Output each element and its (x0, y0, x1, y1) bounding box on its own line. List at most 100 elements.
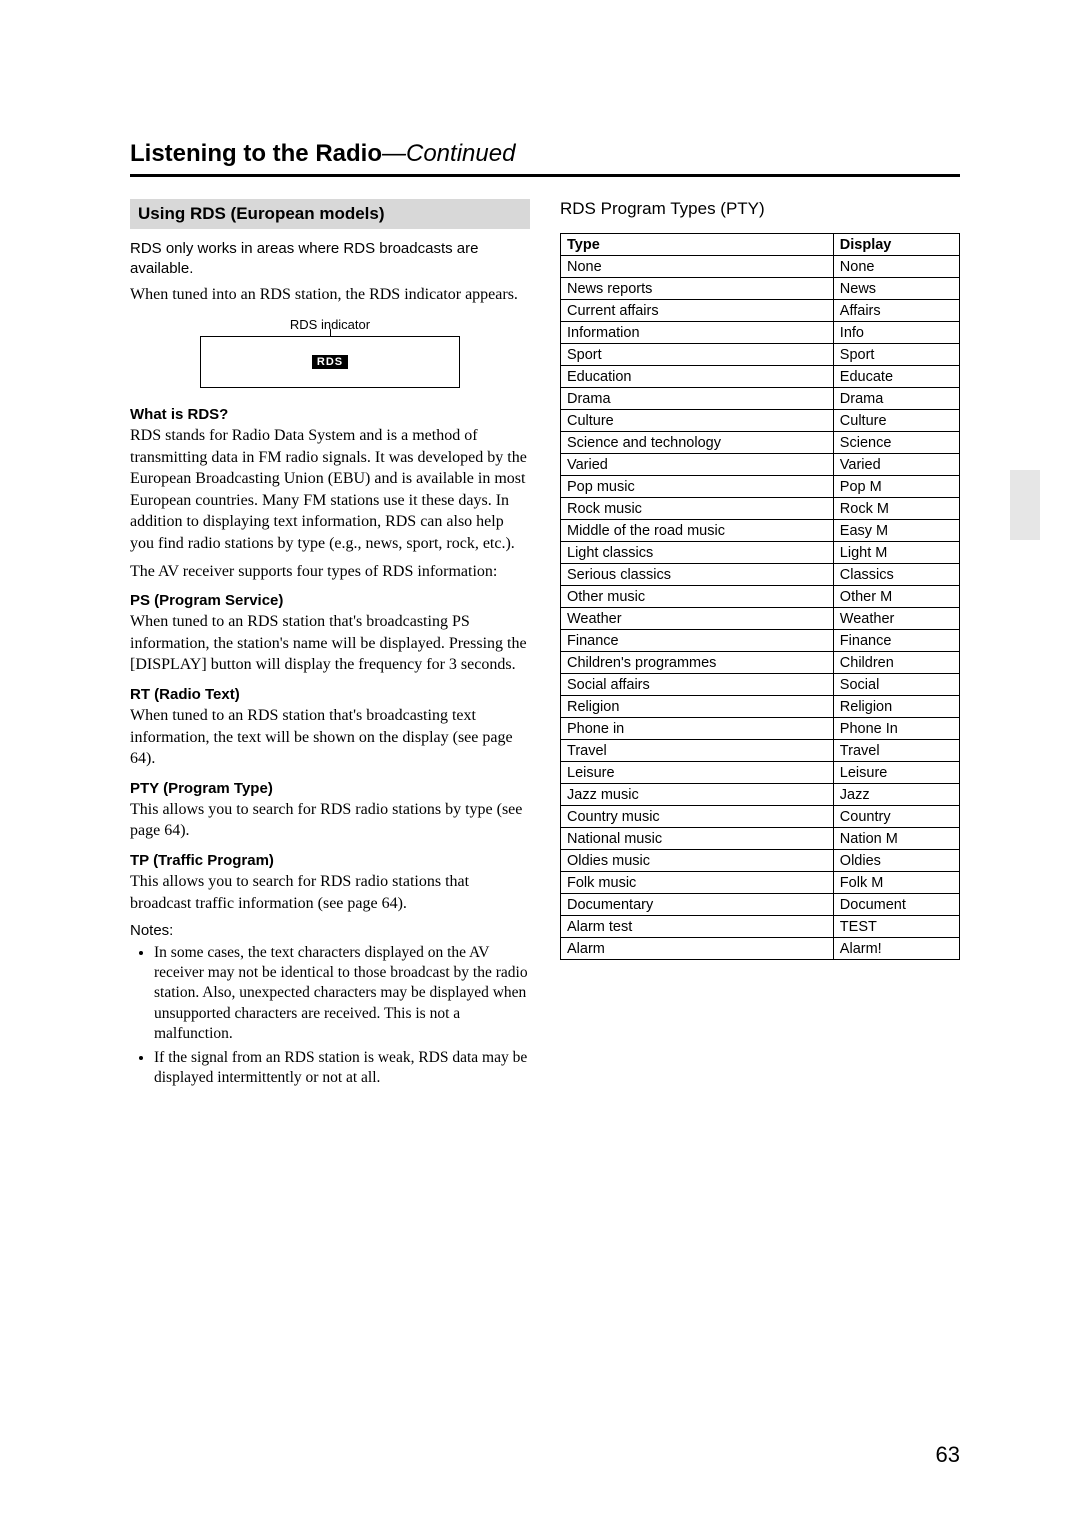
pty-body: This allows you to search for RDS radio … (130, 799, 530, 842)
pty-table: Type Display NoneNoneNews reportsNewsCur… (560, 233, 960, 960)
notes-list: In some cases, the text characters displ… (130, 943, 530, 1088)
table-cell: Finance (561, 630, 834, 652)
table-cell: Culture (561, 410, 834, 432)
table-row: Middle of the road musicEasy M (561, 520, 960, 542)
title-continued: —Continued (382, 140, 515, 167)
table-cell: Sport (561, 344, 834, 366)
table-cell: Nation M (833, 828, 959, 850)
table-cell: News (833, 278, 959, 300)
table-cell: Country (833, 806, 959, 828)
table-cell: Finance (833, 630, 959, 652)
table-row: ReligionReligion (561, 696, 960, 718)
intro-sans: RDS only works in areas where RDS broadc… (130, 239, 530, 280)
table-row: Children's programmesChildren (561, 652, 960, 674)
table-cell: Weather (833, 608, 959, 630)
table-cell: Alarm (561, 938, 834, 960)
table-row: Folk musicFolk M (561, 872, 960, 894)
table-cell: Oldies music (561, 850, 834, 872)
table-cell: Rock music (561, 498, 834, 520)
table-cell: Affairs (833, 300, 959, 322)
table-cell: Country music (561, 806, 834, 828)
table-cell: Information (561, 322, 834, 344)
rt-body: When tuned to an RDS station that's broa… (130, 705, 530, 770)
rds-badge: RDS (312, 355, 348, 369)
table-row: SportSport (561, 344, 960, 366)
page-title: Listening to the Radio—Continued (130, 140, 960, 177)
table-row: Oldies musicOldies (561, 850, 960, 872)
table-row: InformationInfo (561, 322, 960, 344)
table-row: TravelTravel (561, 740, 960, 762)
table-cell: TEST (833, 916, 959, 938)
table-cell: Pop music (561, 476, 834, 498)
left-column: Using RDS (European models) RDS only wor… (130, 199, 530, 1092)
table-cell: Varied (561, 454, 834, 476)
table-cell: None (833, 256, 959, 278)
table-row: DocumentaryDocument (561, 894, 960, 916)
table-cell: Children (833, 652, 959, 674)
notes-label: Notes: (130, 922, 530, 939)
table-cell: Varied (833, 454, 959, 476)
page-number: 63 (936, 1442, 960, 1468)
table-row: CultureCulture (561, 410, 960, 432)
table-cell: Religion (833, 696, 959, 718)
table-cell: News reports (561, 278, 834, 300)
table-row: Country musicCountry (561, 806, 960, 828)
table-cell: Jazz music (561, 784, 834, 806)
table-cell: Middle of the road music (561, 520, 834, 542)
table-row: EducationEducate (561, 366, 960, 388)
table-cell: Easy M (833, 520, 959, 542)
table-cell: Leisure (561, 762, 834, 784)
col-header-display: Display (833, 234, 959, 256)
indicator-tick (330, 329, 331, 337)
what-is-rds-body: RDS stands for Radio Data System and is … (130, 425, 530, 555)
note-item: If the signal from an RDS station is wea… (154, 1048, 530, 1088)
table-cell: Science and technology (561, 432, 834, 454)
table-cell: Folk music (561, 872, 834, 894)
four-types-text: The AV receiver supports four types of R… (130, 561, 530, 583)
table-row: DramaDrama (561, 388, 960, 410)
table-cell: Science (833, 432, 959, 454)
intro-serif: When tuned into an RDS station, the RDS … (130, 284, 530, 306)
table-cell: Drama (561, 388, 834, 410)
table-cell: Social affairs (561, 674, 834, 696)
table-row: Social affairsSocial (561, 674, 960, 696)
table-cell: Travel (833, 740, 959, 762)
table-cell: Phone In (833, 718, 959, 740)
table-row: AlarmAlarm! (561, 938, 960, 960)
table-cell: Alarm test (561, 916, 834, 938)
table-cell: Rock M (833, 498, 959, 520)
table-row: Rock musicRock M (561, 498, 960, 520)
table-cell: Folk M (833, 872, 959, 894)
table-row: VariedVaried (561, 454, 960, 476)
what-is-bold: Radio Data System (232, 427, 356, 444)
table-row: Current affairsAffairs (561, 300, 960, 322)
table-cell: Light M (833, 542, 959, 564)
table-row: Serious classicsClassics (561, 564, 960, 586)
pty-table-heading: RDS Program Types (PTY) (560, 199, 960, 219)
what-is-rest: and is a method of transmitting data in … (130, 427, 527, 552)
table-cell: Oldies (833, 850, 959, 872)
col-header-type: Type (561, 234, 834, 256)
table-cell: Pop M (833, 476, 959, 498)
table-cell: Jazz (833, 784, 959, 806)
table-cell: Info (833, 322, 959, 344)
table-cell: Culture (833, 410, 959, 432)
table-cell: National music (561, 828, 834, 850)
pty-heading: PTY (Program Type) (130, 780, 530, 797)
table-cell: Document (833, 894, 959, 916)
table-cell: Sport (833, 344, 959, 366)
table-cell: Alarm! (833, 938, 959, 960)
display-box: RDS (200, 336, 460, 388)
table-cell: Documentary (561, 894, 834, 916)
table-cell: Social (833, 674, 959, 696)
table-row: Other musicOther M (561, 586, 960, 608)
table-row: Jazz musicJazz (561, 784, 960, 806)
table-cell: Travel (561, 740, 834, 762)
table-row: FinanceFinance (561, 630, 960, 652)
table-row: Light classicsLight M (561, 542, 960, 564)
table-row: NoneNone (561, 256, 960, 278)
what-is-rds-heading: What is RDS? (130, 406, 530, 423)
table-cell: Classics (833, 564, 959, 586)
content-columns: Using RDS (European models) RDS only wor… (130, 199, 960, 1092)
table-cell: Drama (833, 388, 959, 410)
